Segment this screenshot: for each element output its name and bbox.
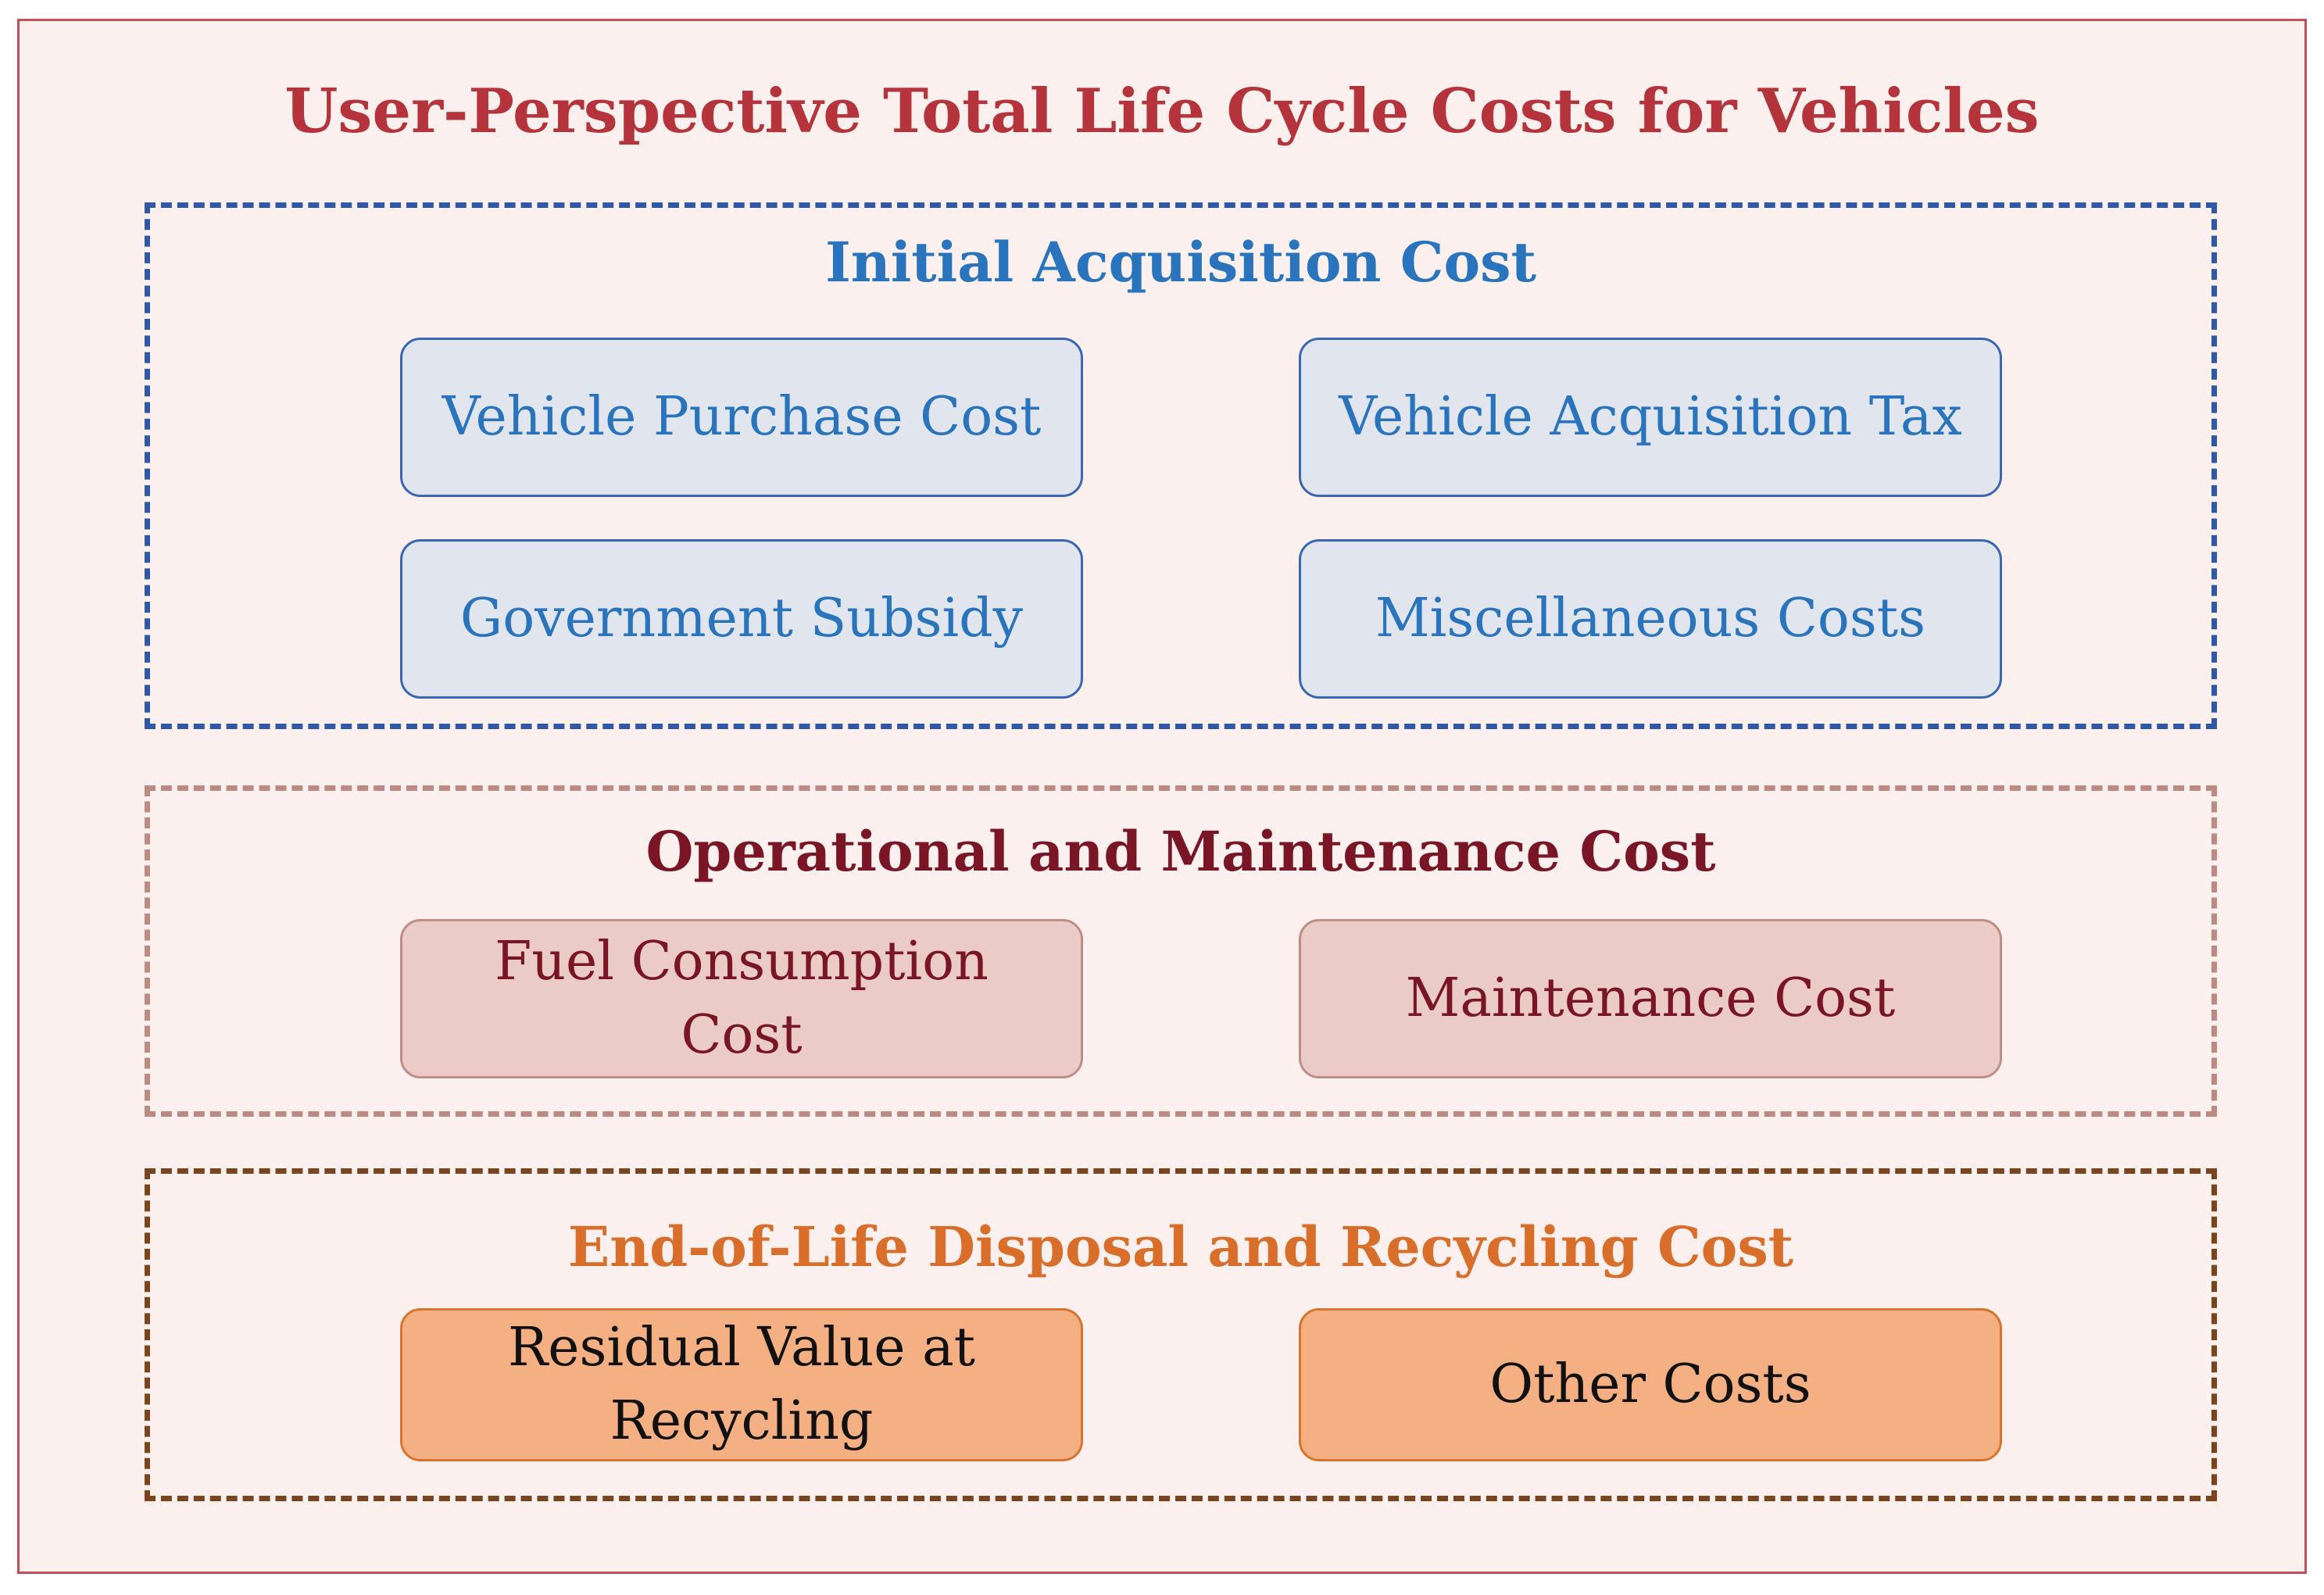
item-miscellaneous-costs: Miscellaneous Costs (1299, 539, 2002, 699)
diagram-frame: User-Perspective Total Life Cycle Costs … (17, 19, 2307, 1574)
item-vehicle-purchase-cost: Vehicle Purchase Cost (400, 338, 1083, 497)
section-title: Operational and Maintenance Cost (645, 819, 1716, 884)
diagram-title: User-Perspective Total Life Cycle Costs … (284, 76, 2040, 147)
item-government-subsidy: Government Subsidy (400, 539, 1083, 699)
item-residual-value-at-recycling: Residual Value at Recycling (400, 1308, 1083, 1461)
section-title: End-of-Life Disposal and Recycling Cost (567, 1214, 1794, 1279)
section-initial-acquisition-cost: Initial Acquisition Cost Vehicle Purchas… (145, 202, 2217, 729)
section-operational-maintenance-cost: Operational and Maintenance Cost Fuel Co… (145, 785, 2217, 1117)
item-fuel-consumption-cost: Fuel Consumption Cost (400, 919, 1083, 1078)
item-vehicle-acquisition-tax: Vehicle Acquisition Tax (1299, 338, 2002, 497)
section-title: Initial Acquisition Cost (825, 230, 1536, 295)
item-other-costs: Other Costs (1299, 1308, 2002, 1461)
section-end-of-life-cost: End-of-Life Disposal and Recycling Cost … (145, 1168, 2217, 1501)
item-maintenance-cost: Maintenance Cost (1299, 919, 2002, 1078)
